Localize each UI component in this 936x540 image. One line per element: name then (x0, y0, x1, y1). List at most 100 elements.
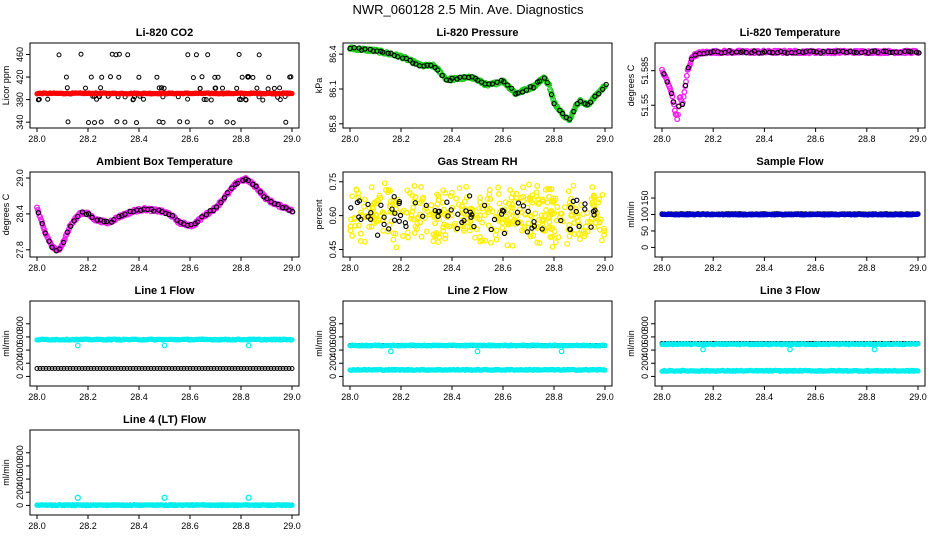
y-tick-label: 200 (640, 356, 650, 371)
data-point (675, 111, 681, 118)
data-point (603, 81, 609, 88)
data-point (444, 199, 450, 205)
data-point (486, 187, 493, 193)
data-point (221, 195, 228, 201)
data-point (506, 211, 513, 217)
data-point (525, 208, 531, 214)
data-point (430, 231, 437, 238)
data-point (601, 231, 608, 238)
x-tick-label: 28.4 (756, 134, 774, 144)
data-point (547, 226, 554, 233)
chart-title: Line 4 (LT) Flow (123, 414, 206, 426)
data-point (185, 96, 191, 102)
data-point (659, 66, 665, 73)
y-tick-label: 800 (328, 316, 338, 331)
data-point (116, 74, 122, 80)
data-point (488, 226, 494, 233)
data-point (210, 207, 217, 214)
data-point (430, 212, 437, 219)
data-point (349, 232, 356, 239)
data-point (582, 230, 589, 237)
data-point (513, 190, 520, 197)
data-point (574, 213, 581, 220)
y-tick-label: 0.60 (328, 207, 338, 225)
data-point (199, 214, 205, 220)
data-point (499, 207, 506, 214)
data-point (915, 341, 921, 347)
data-point (481, 202, 488, 209)
data-point (111, 217, 117, 223)
data-point (224, 190, 231, 196)
data-point (435, 239, 442, 246)
data-point (572, 231, 578, 238)
data-point (88, 74, 94, 80)
data-point (130, 96, 136, 102)
plot-frame (29, 300, 300, 387)
data-point (372, 211, 379, 218)
data-point (544, 79, 551, 86)
chart-li-820-pressure: Li-820 Pressure kPa 28.0 28.2 28.4 28.6 28.8 29… (314, 27, 614, 144)
data-point (440, 224, 447, 231)
y-tick-label: 0 (15, 503, 25, 508)
data-point (411, 230, 418, 236)
data-point (289, 502, 295, 508)
data-point (226, 366, 232, 371)
data-point (751, 48, 757, 54)
data-point (908, 49, 914, 55)
data-point (381, 180, 388, 187)
data-point (403, 55, 409, 62)
x-tick-label: 28.6 (494, 134, 512, 144)
data-point (124, 366, 130, 371)
x-tick-label: 28.4 (130, 521, 148, 531)
data-point (45, 96, 51, 102)
data-point (599, 191, 606, 198)
data-point (520, 184, 526, 191)
data-point (461, 198, 468, 205)
y-axis-label: kPa (314, 78, 324, 94)
data-point (74, 494, 81, 501)
data-point (355, 222, 362, 229)
data-point (493, 227, 500, 234)
data-point (205, 366, 211, 371)
data-point (536, 78, 543, 84)
data-point (570, 182, 577, 189)
x-tick-label: 28.0 (653, 392, 671, 402)
data-point (357, 230, 364, 237)
data-point (368, 184, 375, 191)
x-tick-label: 28.6 (181, 392, 199, 402)
data-point (540, 216, 547, 223)
plot-frame (342, 171, 613, 258)
data-point (466, 227, 473, 234)
data-point (82, 366, 88, 371)
data-point (600, 86, 606, 92)
data-point (761, 49, 768, 55)
data-point (212, 74, 218, 80)
data-point (175, 366, 181, 371)
data-point (250, 366, 256, 371)
data-point (256, 366, 262, 371)
data-point (83, 211, 90, 218)
data-point (897, 49, 903, 56)
x-tick-label: 28.4 (130, 134, 148, 144)
data-point (729, 50, 735, 56)
data-point (73, 366, 79, 371)
chart-gas-stream-rh: Gas Stream RH percent 28.0 28.2 28.4 28.6 28.8… (314, 156, 614, 273)
data-point (86, 211, 92, 217)
data-point (104, 218, 110, 225)
data-point (887, 49, 893, 56)
data-point (283, 366, 289, 371)
data-point (520, 203, 527, 209)
data-point (86, 120, 91, 125)
data-point (193, 52, 199, 58)
data-point (114, 119, 120, 125)
data-point (455, 211, 461, 217)
data-point (83, 85, 88, 91)
data-point (590, 208, 597, 215)
data-point (588, 216, 595, 222)
data-point (685, 65, 691, 71)
data-point (561, 204, 568, 211)
y-tick-label: 27.8 (15, 241, 25, 259)
y-tick-label: 51.585 (640, 57, 650, 85)
data-point (265, 366, 271, 371)
data-point (602, 367, 608, 373)
